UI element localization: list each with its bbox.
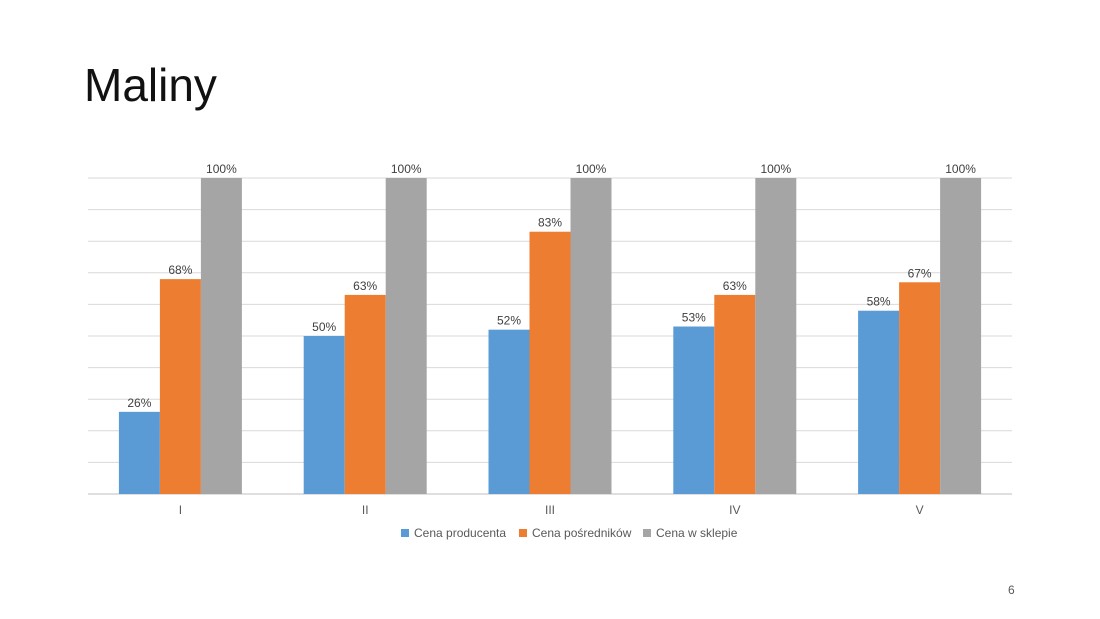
bar-producer-V <box>858 310 900 494</box>
data-label: 83% <box>538 216 562 230</box>
bar-shop-IV <box>755 178 797 494</box>
data-label: 63% <box>353 279 377 293</box>
legend-swatch <box>643 529 651 537</box>
x-tick-label: I <box>179 503 182 517</box>
bar-shop-I <box>200 178 242 494</box>
legend-label: Cena pośredników <box>532 526 632 540</box>
data-label: 58% <box>867 295 891 309</box>
bar-intermediary-II <box>344 294 386 494</box>
x-tick-label: V <box>916 503 924 517</box>
data-label: 100% <box>945 162 976 176</box>
bar-shop-V <box>940 178 982 494</box>
bar-intermediary-III <box>529 231 571 494</box>
legend-swatch <box>401 529 409 537</box>
bar-intermediary-IV <box>714 294 756 494</box>
legend-swatch <box>519 529 527 537</box>
data-label: 63% <box>723 279 747 293</box>
legend-label: Cena producenta <box>414 526 506 540</box>
bar-intermediary-V <box>899 282 941 494</box>
data-label: 100% <box>576 162 607 176</box>
bar-intermediary-I <box>159 279 201 494</box>
data-label: 52% <box>497 314 521 328</box>
data-label: 67% <box>908 266 932 280</box>
slide-title: Maliny <box>84 59 217 111</box>
bar-producer-IV <box>673 326 715 494</box>
bar-producer-II <box>303 336 345 494</box>
data-label: 100% <box>760 162 791 176</box>
bar-shop-III <box>570 178 612 494</box>
x-tick-label: IV <box>729 503 740 517</box>
data-label: 26% <box>127 396 151 410</box>
data-label: 68% <box>168 263 192 277</box>
x-tick-label: III <box>545 503 555 517</box>
page-number: 6 <box>1008 583 1015 597</box>
legend-label: Cena w sklepie <box>656 526 738 540</box>
bar-producer-III <box>488 329 530 494</box>
data-label: 50% <box>312 320 336 334</box>
data-label: 100% <box>391 162 422 176</box>
x-tick-label: II <box>362 503 369 517</box>
bar-producer-I <box>118 411 160 494</box>
data-label: 53% <box>682 311 706 325</box>
data-label: 100% <box>206 162 237 176</box>
bar-shop-II <box>385 178 427 494</box>
